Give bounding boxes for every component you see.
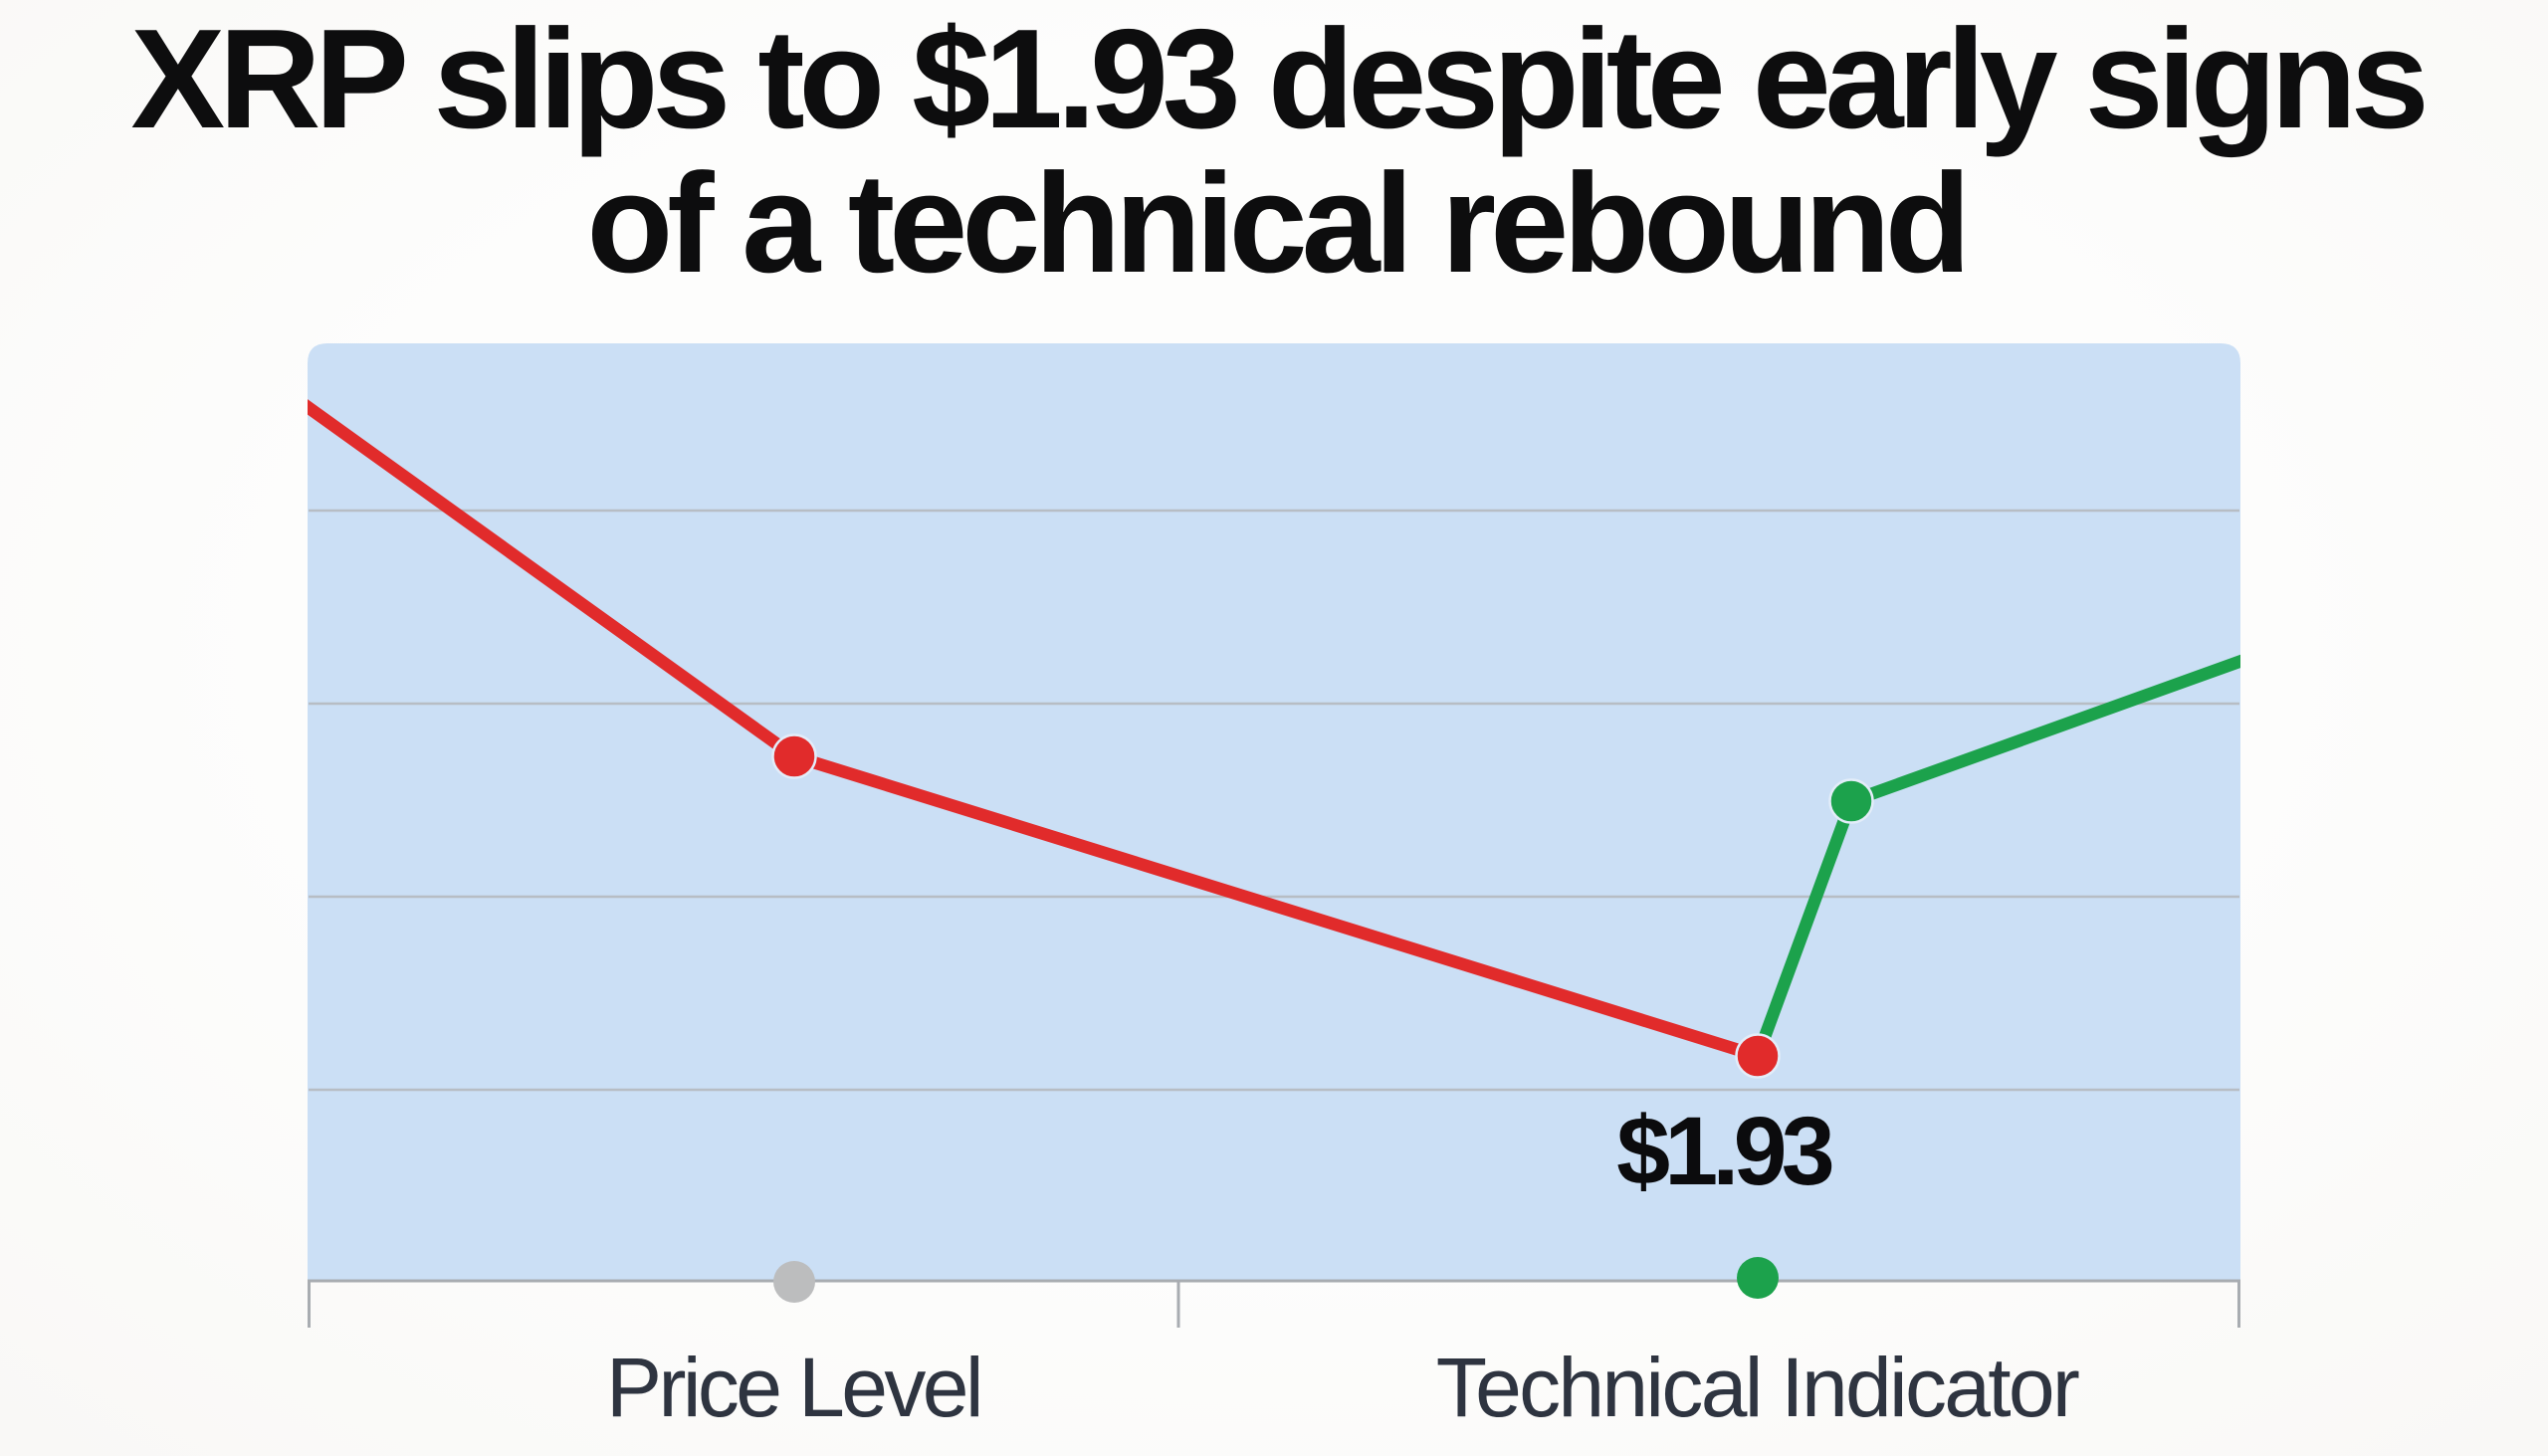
- svg-text:Price Level: Price Level: [606, 1341, 980, 1434]
- svg-text:of a technical rebound: of a technical rebound: [586, 144, 1965, 303]
- svg-text:Technical Indicator: Technical Indicator: [1436, 1341, 2079, 1434]
- svg-text:XRP slips to $1.93 despite ear: XRP slips to $1.93 despite early signs: [130, 0, 2424, 158]
- svg-text:$1.93: $1.93: [1616, 1097, 1832, 1205]
